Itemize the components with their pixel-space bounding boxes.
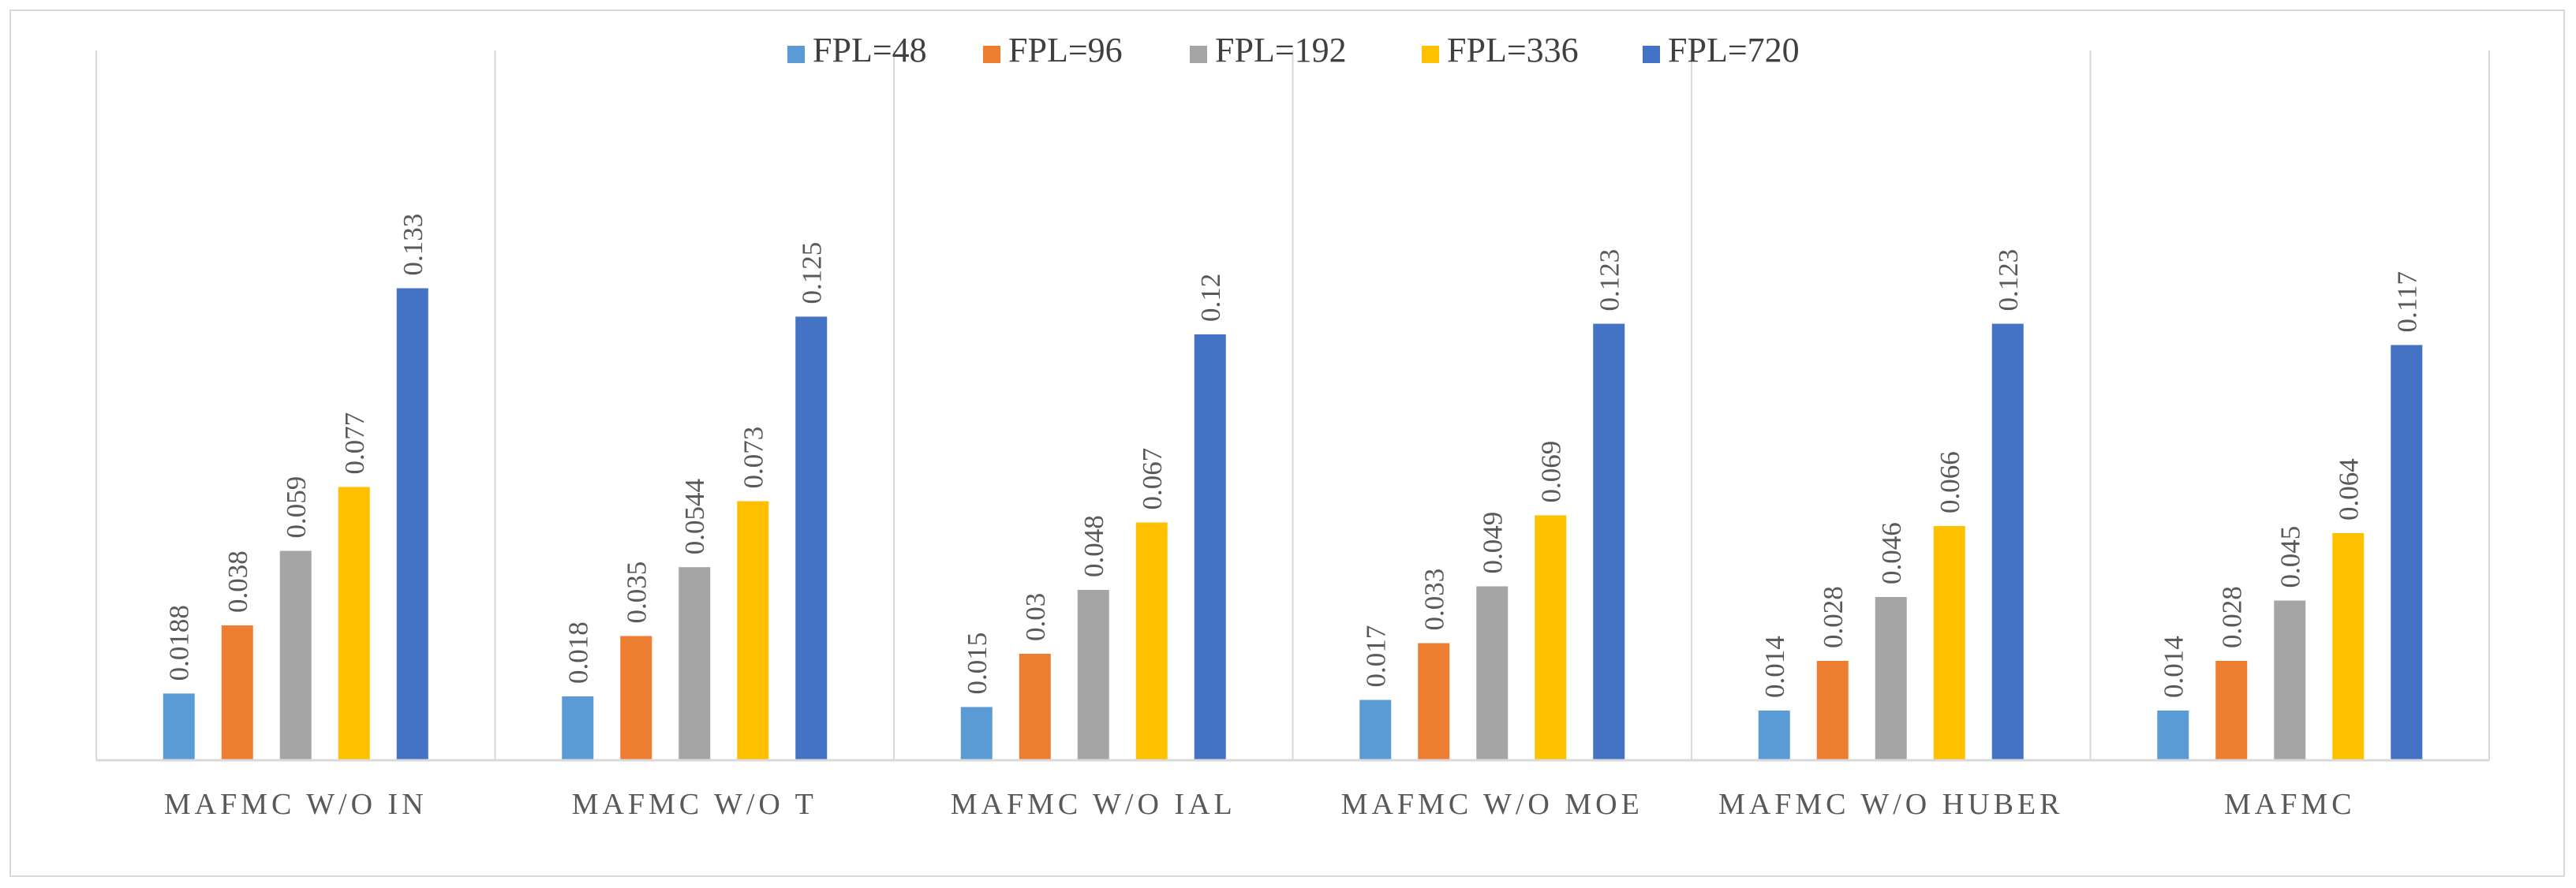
data-label: 0.014 — [1759, 636, 1790, 698]
bar-fpl336-4 — [1535, 515, 1567, 760]
data-label: 0.12 — [1195, 274, 1226, 322]
legend-label: FPL=192 — [1215, 31, 1347, 69]
data-labels-group: 0.0188 0.038 0.059 0.077 0.133 0.018 0.035 0.05… — [164, 214, 2423, 698]
x-tick-labels: MAFMC W/O IN MAFMC W/O T MAFMC W/O IAL MAFM… — [164, 788, 2356, 821]
data-label: 0.015 — [962, 632, 993, 695]
legend-label: FPL=48 — [813, 31, 927, 69]
data-label: 0.014 — [2158, 636, 2189, 698]
bar-fpl720-3 — [1194, 334, 1226, 760]
bar-fpl192-2 — [679, 567, 711, 760]
x-tick-label: MAFMC W/O IN — [164, 788, 428, 821]
x-tick-label: MAFMC — [2224, 788, 2356, 821]
data-label: 0.067 — [1137, 448, 1168, 510]
legend-item: FPL=336 — [1422, 31, 1579, 69]
legend-swatch — [1643, 46, 1660, 63]
data-label: 0.066 — [1935, 451, 1965, 513]
legend-item: FPL=48 — [787, 31, 927, 69]
legend-swatch — [1422, 46, 1439, 63]
data-label: 0.028 — [2216, 586, 2247, 648]
bar-fpl48-3 — [960, 707, 993, 760]
data-label: 0.069 — [1535, 441, 1566, 503]
bar-fpl336-6 — [2332, 533, 2365, 760]
bar-fpl48-5 — [1758, 711, 1790, 760]
bar-fpl96-5 — [1816, 661, 1849, 760]
legend-label: FPL=96 — [1008, 31, 1123, 69]
legend-item: FPL=96 — [983, 31, 1123, 69]
bar-fpl336-1 — [338, 487, 370, 760]
bar-fpl96-3 — [1019, 654, 1051, 760]
data-label: 0.123 — [1594, 249, 1624, 312]
data-label: 0.059 — [281, 476, 312, 539]
chart-frame — [9, 9, 2565, 877]
bar-fpl720-6 — [2391, 345, 2423, 760]
bar-fpl192-1 — [279, 550, 312, 760]
bar-fpl192-5 — [1875, 597, 1907, 760]
data-label: 0.045 — [2275, 526, 2305, 588]
data-label: 0.049 — [1477, 512, 1508, 574]
x-tick-label: MAFMC W/O MOE — [1341, 788, 1643, 821]
data-label: 0.018 — [563, 621, 593, 684]
legend-item: FPL=720 — [1643, 31, 1800, 69]
data-label: 0.048 — [1079, 515, 1109, 577]
bar-fpl720-1 — [396, 288, 428, 760]
data-label: 0.133 — [398, 214, 428, 276]
data-label: 0.064 — [2333, 458, 2364, 520]
data-label: 0.073 — [738, 427, 768, 489]
data-label: 0.077 — [339, 412, 370, 475]
bar-fpl336-3 — [1135, 522, 1168, 760]
bar-fpl48-6 — [2157, 711, 2189, 760]
data-label: 0.03 — [1020, 593, 1051, 641]
bar-fpl48-2 — [562, 696, 594, 760]
bar-fpl192-6 — [2274, 600, 2306, 760]
legend-swatch — [1190, 46, 1207, 63]
legend-label: FPL=336 — [1447, 31, 1579, 69]
data-label: 0.0544 — [679, 479, 710, 554]
data-label: 0.117 — [2391, 271, 2422, 332]
bar-fpl720-5 — [1991, 323, 2024, 760]
category-separators — [95, 50, 2490, 760]
bar-fpl96-4 — [1418, 643, 1450, 760]
data-label: 0.033 — [1419, 569, 1449, 631]
legend-label: FPL=720 — [1668, 31, 1800, 69]
data-label: 0.123 — [1993, 249, 2024, 312]
x-tick-label: MAFMC W/O T — [572, 788, 817, 821]
legend-item: FPL=192 — [1190, 31, 1347, 69]
data-label: 0.017 — [1360, 625, 1391, 688]
data-label: 0.035 — [621, 562, 652, 624]
data-label: 0.046 — [1876, 522, 1907, 584]
bar-fpl96-6 — [2215, 661, 2248, 760]
bar-fpl48-1 — [163, 693, 195, 760]
data-label: 0.125 — [796, 242, 827, 304]
legend-swatch — [983, 46, 1000, 63]
bar-fpl192-4 — [1476, 586, 1509, 760]
bar-fpl336-2 — [737, 501, 769, 760]
data-label: 0.028 — [1818, 586, 1849, 648]
legend: FPL=48 FPL=96 FPL=192 FPL=336 FPL=720 — [787, 31, 1800, 69]
legend-swatch — [787, 46, 805, 63]
bar-fpl192-3 — [1077, 590, 1109, 760]
data-label: 0.0188 — [164, 605, 195, 681]
bar-fpl96-1 — [221, 625, 253, 760]
bar-fpl336-5 — [1933, 526, 1965, 760]
bar-fpl96-2 — [620, 636, 652, 760]
x-tick-label: MAFMC W/O IAL — [951, 788, 1236, 821]
bar-fpl720-2 — [795, 316, 828, 760]
data-label: 0.038 — [222, 550, 253, 613]
bars-group — [163, 288, 2423, 760]
x-tick-label: MAFMC W/O HUBER — [1718, 788, 2063, 821]
bar-fpl48-4 — [1359, 700, 1392, 760]
bar-fpl720-4 — [1593, 323, 1625, 760]
